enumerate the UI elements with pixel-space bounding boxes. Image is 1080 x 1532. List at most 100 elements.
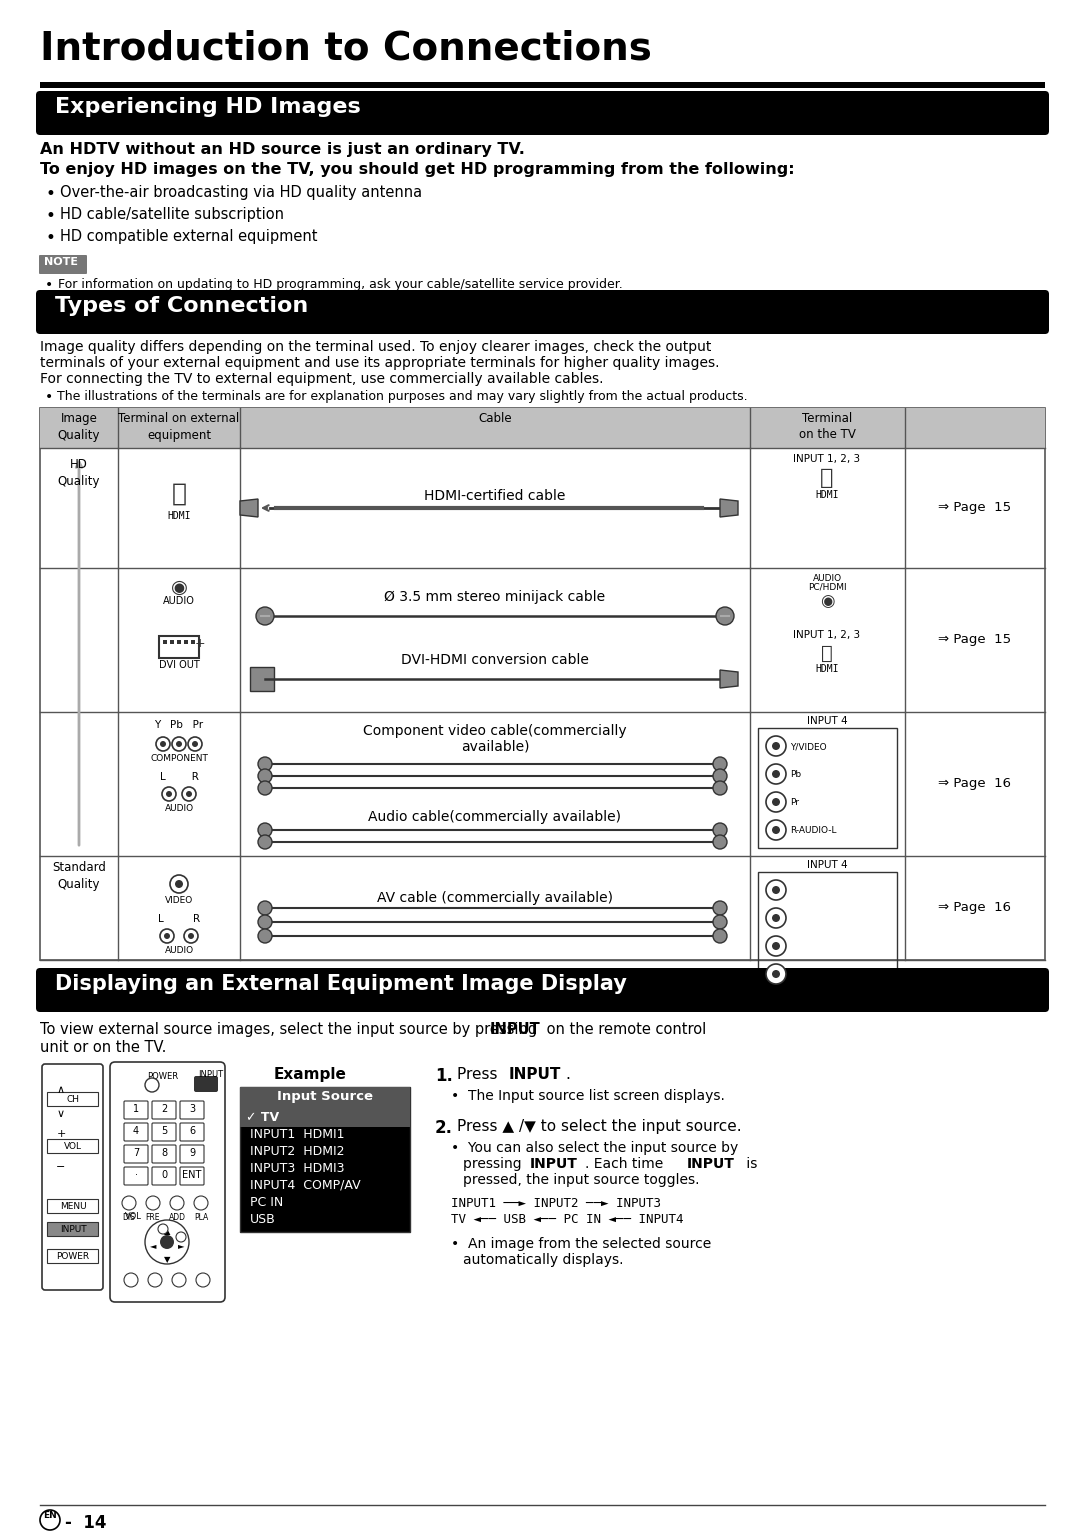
Text: ⎕: ⎕ — [821, 643, 833, 663]
Text: L        R: L R — [160, 772, 199, 781]
FancyBboxPatch shape — [180, 1167, 204, 1184]
Circle shape — [40, 1511, 60, 1530]
Bar — [177, 640, 181, 643]
Text: COMPONENT: COMPONENT — [150, 754, 208, 763]
Bar — [163, 640, 167, 643]
Text: 9: 9 — [189, 1147, 195, 1158]
Circle shape — [713, 769, 727, 783]
Circle shape — [145, 1219, 189, 1264]
Bar — [48, 1249, 98, 1262]
Circle shape — [160, 741, 166, 748]
Circle shape — [713, 915, 727, 928]
FancyBboxPatch shape — [124, 1102, 148, 1118]
Text: AUDIO: AUDIO — [812, 574, 841, 584]
FancyBboxPatch shape — [42, 1065, 103, 1290]
Text: TV ◄── USB ◄── PC IN ◄── INPUT4: TV ◄── USB ◄── PC IN ◄── INPUT4 — [451, 1213, 684, 1226]
Text: The illustrations of the terminals are for explanation purposes and may vary sli: The illustrations of the terminals are f… — [57, 391, 747, 403]
Text: INPUT4  COMP/AV: INPUT4 COMP/AV — [249, 1180, 361, 1192]
Text: PLA: PLA — [194, 1213, 208, 1223]
Bar — [758, 872, 897, 993]
FancyBboxPatch shape — [36, 90, 1049, 135]
Circle shape — [172, 1273, 186, 1287]
Text: HDMI: HDMI — [167, 512, 191, 521]
Bar — [48, 1200, 98, 1213]
Text: Image quality differs depending on the terminal used. To enjoy clearer images, c: Image quality differs depending on the t… — [40, 340, 712, 354]
Circle shape — [766, 936, 786, 956]
Bar — [159, 636, 199, 659]
Text: HDMI-certified cable: HDMI-certified cable — [424, 489, 566, 502]
Text: HDMI: HDMI — [815, 663, 839, 674]
Circle shape — [772, 826, 780, 833]
Polygon shape — [720, 669, 738, 688]
Circle shape — [772, 915, 780, 922]
FancyBboxPatch shape — [124, 1167, 148, 1184]
Text: PC/HDMI: PC/HDMI — [808, 582, 847, 591]
Text: INPUT: INPUT — [59, 1226, 86, 1233]
Circle shape — [184, 928, 198, 944]
Circle shape — [258, 915, 272, 928]
Text: ADD: ADD — [168, 1213, 186, 1223]
Text: ◉: ◉ — [171, 578, 188, 597]
Circle shape — [772, 970, 780, 977]
Text: ⇒ Page  15: ⇒ Page 15 — [939, 501, 1012, 515]
Text: +: + — [195, 637, 205, 650]
Text: ✓ TV: ✓ TV — [246, 1111, 279, 1124]
Text: INPUT: INPUT — [509, 1066, 562, 1082]
Text: INPUT 1, 2, 3: INPUT 1, 2, 3 — [794, 453, 861, 464]
FancyBboxPatch shape — [152, 1167, 176, 1184]
Text: 1.: 1. — [435, 1066, 453, 1085]
Circle shape — [258, 823, 272, 836]
Circle shape — [122, 1196, 136, 1210]
Text: DIS: DIS — [122, 1213, 135, 1223]
Polygon shape — [240, 499, 258, 516]
Text: •  An image from the selected source: • An image from the selected source — [451, 1236, 712, 1252]
Text: •: • — [45, 185, 55, 204]
Text: ⇒ Page  16: ⇒ Page 16 — [939, 778, 1012, 791]
Text: pressed, the input source toggles.: pressed, the input source toggles. — [463, 1174, 700, 1187]
Text: ⎕: ⎕ — [821, 467, 834, 489]
Text: +: + — [56, 1129, 66, 1138]
Circle shape — [772, 741, 780, 751]
Circle shape — [713, 928, 727, 944]
Text: VOL: VOL — [64, 1141, 82, 1151]
Circle shape — [258, 928, 272, 944]
Text: EN: EN — [43, 1512, 57, 1520]
Circle shape — [160, 1235, 174, 1249]
Text: Input Source: Input Source — [276, 1089, 373, 1103]
Bar — [40, 83, 1045, 87]
Circle shape — [188, 933, 194, 939]
Text: 7: 7 — [133, 1147, 139, 1158]
Text: •  You can also select the input source by: • You can also select the input source b… — [451, 1141, 739, 1155]
Text: An HDTV without an HD source is just an ordinary TV.: An HDTV without an HD source is just an … — [40, 142, 525, 156]
Circle shape — [713, 823, 727, 836]
Circle shape — [766, 964, 786, 984]
Circle shape — [772, 771, 780, 778]
Text: DVI-HDMI conversion cable: DVI-HDMI conversion cable — [401, 653, 589, 666]
Text: Displaying an External Equipment Image Display: Displaying an External Equipment Image D… — [55, 974, 626, 994]
Text: VIDEO: VIDEO — [165, 896, 193, 905]
Circle shape — [713, 901, 727, 915]
Text: . Each time: . Each time — [585, 1157, 667, 1170]
Text: .: . — [565, 1066, 570, 1082]
Text: HD
Quality: HD Quality — [57, 458, 100, 489]
Circle shape — [186, 791, 192, 797]
Text: CH: CH — [67, 1095, 80, 1105]
Bar — [48, 1092, 98, 1106]
Text: FRE: FRE — [146, 1213, 160, 1223]
Text: ◄: ◄ — [150, 1241, 157, 1250]
Circle shape — [766, 879, 786, 899]
Circle shape — [175, 879, 183, 889]
Text: Image
Quality: Image Quality — [57, 412, 100, 441]
Text: Audio cable(commercially available): Audio cable(commercially available) — [368, 810, 621, 824]
Text: INPUT2  HDMI2: INPUT2 HDMI2 — [249, 1144, 345, 1158]
FancyBboxPatch shape — [194, 1075, 218, 1092]
Text: AUDIO: AUDIO — [163, 596, 194, 607]
Text: ▼: ▼ — [164, 1256, 171, 1264]
Text: PC IN: PC IN — [249, 1196, 283, 1209]
Text: AUDIO: AUDIO — [164, 945, 193, 954]
Circle shape — [766, 820, 786, 840]
Text: ⎕: ⎕ — [172, 483, 187, 506]
Circle shape — [148, 1273, 162, 1287]
Text: NOTE: NOTE — [44, 257, 78, 267]
Text: Example: Example — [273, 1066, 347, 1082]
